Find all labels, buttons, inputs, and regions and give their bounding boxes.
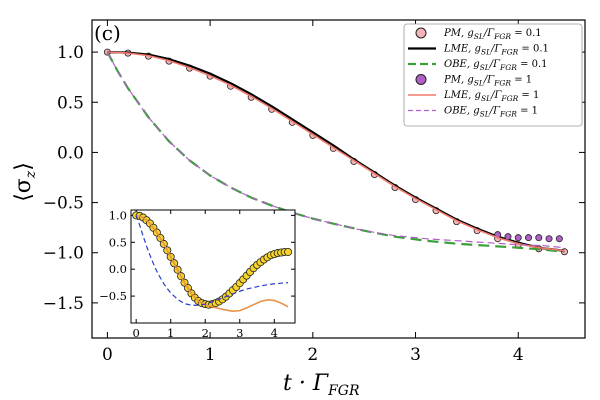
inset-xtick-label: 0 (133, 326, 140, 340)
main-series-3-point (525, 234, 533, 242)
main-xtick-label: 0 (102, 345, 113, 365)
inset-ytick-label: 0.5 (109, 235, 127, 249)
inset-xtick-label: 2 (202, 326, 209, 340)
main-series-2-line (106, 51, 565, 253)
main-series-5-line (106, 51, 565, 249)
main-ytick-label: −1.5 (43, 294, 84, 314)
svg-text:⟨σz⟩: ⟨σz⟩ (11, 162, 39, 202)
legend-entries: PM, gSL/ΓFGR = 0.1 LME, gSL/ΓFGR = 0.1 OBE… (408, 27, 549, 119)
inset-ytick-label: 0.0 (109, 262, 127, 276)
legend-marker-3 (415, 74, 427, 85)
x-axis-label: t · ΓFGR (283, 371, 360, 399)
main-ytick-label: 0.0 (57, 143, 84, 163)
main-xtick-label: 4 (513, 345, 524, 365)
inset-axis-ticks: 0 1 2 3 4 1.0 0.5 0.0 −0.5 (99, 208, 295, 340)
x-axis-label-sub: FGR (327, 383, 360, 399)
main-series-3-point (555, 235, 563, 243)
inset-ytick-label: −0.5 (99, 289, 127, 303)
inset-series-2-line (135, 215, 289, 306)
inset-xtick-label: 4 (271, 326, 278, 340)
legend-label-4: LME, gSL/ΓFGR = 1 (443, 90, 539, 103)
y-axis-label-close: ⟩ (11, 162, 36, 171)
inset-series-1-line (135, 214, 289, 312)
inset-series-0-point (284, 247, 293, 256)
main-xtick-label: 1 (205, 345, 216, 365)
main-series-4-line (107, 51, 565, 252)
main-axis-ticks: 0 1 2 3 4 1.0 0.5 0.0 −0.5 −1.0 −1.5 (43, 20, 585, 365)
inset-xtick-label: 3 (236, 326, 243, 340)
legend-label-1: LME, gSL/ΓFGR = 0.1 (443, 44, 549, 57)
legend-box (403, 23, 583, 127)
x-axis-label-main: t · Γ (283, 371, 329, 396)
legend-label-0: PM, gSL/ΓFGR = 0.1 (443, 28, 542, 41)
main-series-group (103, 48, 568, 256)
inset-ytick-label: 1.0 (109, 208, 127, 222)
main-xtick-label: 3 (410, 345, 421, 365)
main-series-3-point (545, 235, 553, 243)
legend: PM, gSL/ΓFGR = 0.1 LME, gSL/ΓFGR = 0.1 OBE… (403, 23, 583, 127)
main-plot-frame (91, 19, 586, 339)
main-series-3-point (514, 234, 522, 242)
legend-marker-0 (415, 27, 427, 39)
inset-xtick-label: 1 (167, 326, 174, 340)
legend-label-5: OBE, gSL/ΓFGR = 1 (444, 106, 538, 119)
main-ytick-label: 0.5 (57, 93, 84, 113)
main-xtick-label: 2 (307, 345, 318, 365)
y-axis-label-main: ⟨σ (11, 178, 36, 202)
inset-plot: 0 1 2 3 4 1.0 0.5 0.0 −0.5 (99, 208, 296, 340)
main-ytick-label: 1.0 (57, 43, 84, 63)
main-series-1-line (107, 51, 565, 252)
main-series-3-point (535, 234, 543, 242)
main-ytick-label: −0.5 (43, 194, 84, 214)
legend-label-2: OBE, gSL/ΓFGR = 0.1 (444, 59, 548, 72)
main-ytick-label: −1.0 (43, 244, 84, 264)
y-axis-label-sub: z (23, 170, 39, 179)
y-axis-label: ⟨σz⟩ (11, 162, 39, 202)
panel-label: (c) (94, 21, 121, 45)
main-series-3-point (504, 233, 512, 241)
legend-label-3: PM, gSL/ΓFGR = 1 (443, 75, 532, 88)
svg-text:t · ΓFGR: t · ΓFGR (283, 371, 360, 399)
inset-series-group (132, 211, 293, 312)
